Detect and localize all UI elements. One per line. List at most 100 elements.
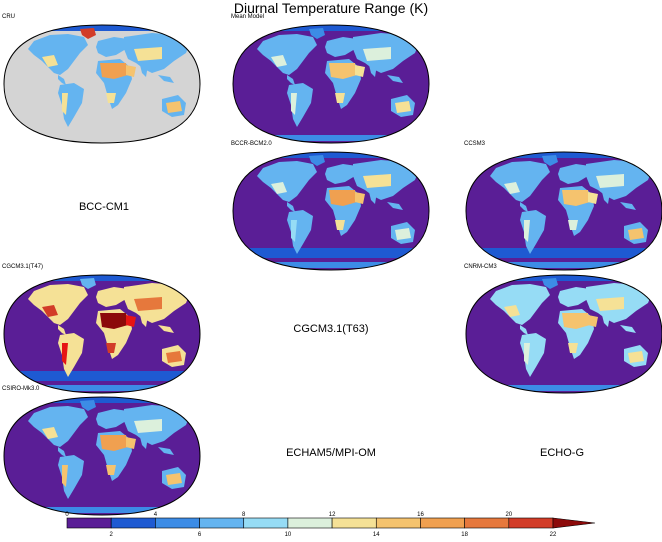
- dtr-region-namib: [335, 220, 345, 230]
- land-na: [257, 161, 317, 202]
- map-outline: [232, 151, 430, 271]
- colorbar-box-6: [331, 517, 377, 529]
- land-eur: [558, 164, 590, 184]
- dtr-region-namib: [568, 343, 578, 353]
- colorbar-arrow: [552, 517, 596, 529]
- land-india: [602, 315, 610, 327]
- land-na: [490, 161, 550, 202]
- dtr-region-ausin: [166, 473, 182, 485]
- map-outline: [3, 24, 201, 144]
- dtr-region-centasia: [596, 297, 624, 311]
- land-india: [602, 192, 610, 204]
- dtr-region-arabia: [126, 65, 136, 77]
- colorbar-box-8: [420, 517, 465, 529]
- dtr-region-sahara: [329, 190, 357, 206]
- world-map: [232, 24, 430, 144]
- map-panel-cru: CRU: [2, 14, 202, 144]
- land-green: [542, 278, 558, 289]
- missing-model-label: CGCM3.1(T63): [293, 323, 369, 335]
- dtr-region-namib: [335, 93, 345, 103]
- map-outline: [3, 274, 201, 394]
- map-outline: [3, 396, 201, 516]
- dtr-region-ausin: [166, 351, 182, 363]
- dtr-region-centasia: [134, 297, 162, 311]
- dtr-region-andes: [62, 343, 68, 365]
- colorbar-tick-label: 14: [373, 532, 380, 538]
- arctic-band: [4, 275, 200, 281]
- arctic-band: [466, 275, 662, 281]
- map-panel-cgcm3-t47: CGCM3.1(T47): [2, 264, 202, 394]
- panel-label: BCCR-BCM2.0: [231, 141, 272, 147]
- land-ant: [18, 507, 186, 513]
- dtr-region-arabia: [126, 437, 136, 449]
- land-ca: [287, 75, 295, 85]
- dtr-region-sahara: [100, 63, 128, 79]
- dtr-region-centasia: [134, 47, 162, 61]
- land-eur: [96, 287, 128, 307]
- arctic-band: [233, 152, 429, 158]
- colorbar-box-1: [110, 517, 156, 529]
- dtr-region-arabia: [588, 192, 598, 204]
- dtr-region-naw: [42, 55, 58, 67]
- arctic-band: [233, 25, 429, 31]
- land-sea: [620, 325, 636, 333]
- missing-model-label: ECHO-G: [540, 447, 584, 459]
- colorbar-boxes: [66, 517, 596, 529]
- land-india: [140, 315, 148, 327]
- land-ant: [480, 385, 648, 391]
- dtr-region-arabia: [126, 315, 136, 327]
- world-map: [3, 396, 201, 516]
- panel-label: CSIRO-Mk3.0: [2, 386, 40, 392]
- land-ant: [247, 262, 415, 268]
- dtr-region-naw: [504, 305, 520, 317]
- dtr-region-ausin: [395, 101, 411, 113]
- land-ca: [287, 202, 295, 212]
- land-green: [309, 28, 325, 39]
- land-eur: [325, 37, 357, 57]
- map-panel-mean-model: Mean Model: [231, 14, 431, 144]
- colorbar-box-3: [199, 517, 245, 529]
- colorbar-box-5: [287, 517, 333, 529]
- map-panel-ccsm3: CCSM3: [464, 141, 662, 271]
- land-sea: [387, 75, 403, 83]
- arctic-band: [4, 397, 200, 403]
- land-ant: [18, 135, 186, 141]
- land-sea: [158, 447, 174, 455]
- land-sea: [158, 75, 174, 83]
- dtr-region-naw: [504, 182, 520, 194]
- colorbar-box-7: [375, 517, 421, 529]
- colorbar-tick-label: 22: [550, 532, 557, 538]
- land-na: [28, 284, 88, 325]
- dtr-region-naw: [271, 182, 287, 194]
- dtr-region-namib: [568, 220, 578, 230]
- colorbar-box-10: [508, 517, 554, 529]
- colorbar-box-9: [464, 517, 510, 529]
- land-green: [80, 400, 96, 411]
- colorbar-bottom-ticks: 2 6 10 14 18 22: [110, 532, 557, 538]
- dtr-region-andes: [524, 220, 530, 242]
- colorbar-tick-label: 18: [461, 532, 468, 538]
- southern-ocean-band: [233, 248, 429, 258]
- southern-ocean-band: [466, 248, 662, 258]
- map-outline: [465, 274, 662, 394]
- map-panel-csiro-mk3: CSIRO-Mk3.0: [2, 386, 202, 516]
- world-map: [3, 274, 201, 394]
- colorbar-tick-label: 12: [329, 512, 336, 518]
- land-na: [257, 34, 317, 75]
- world-map: [3, 24, 201, 144]
- dtr-region-ausin: [628, 228, 644, 240]
- dtr-region-centasia: [596, 174, 624, 188]
- world-map: [465, 274, 662, 394]
- dtr-region-arabia: [588, 315, 598, 327]
- world-map: [232, 151, 430, 271]
- land-india: [140, 437, 148, 449]
- arctic-band: [466, 152, 662, 158]
- dtr-region-centasia: [363, 47, 391, 61]
- dtr-region-ausin: [166, 101, 182, 113]
- colorbar-tick-label: 2: [110, 532, 114, 538]
- dtr-region-andes: [291, 220, 297, 242]
- land-sea: [387, 202, 403, 210]
- dtr-region-andes: [291, 93, 297, 115]
- colorbar-tick-label: 10: [285, 532, 292, 538]
- dtr-region-andes: [524, 343, 530, 365]
